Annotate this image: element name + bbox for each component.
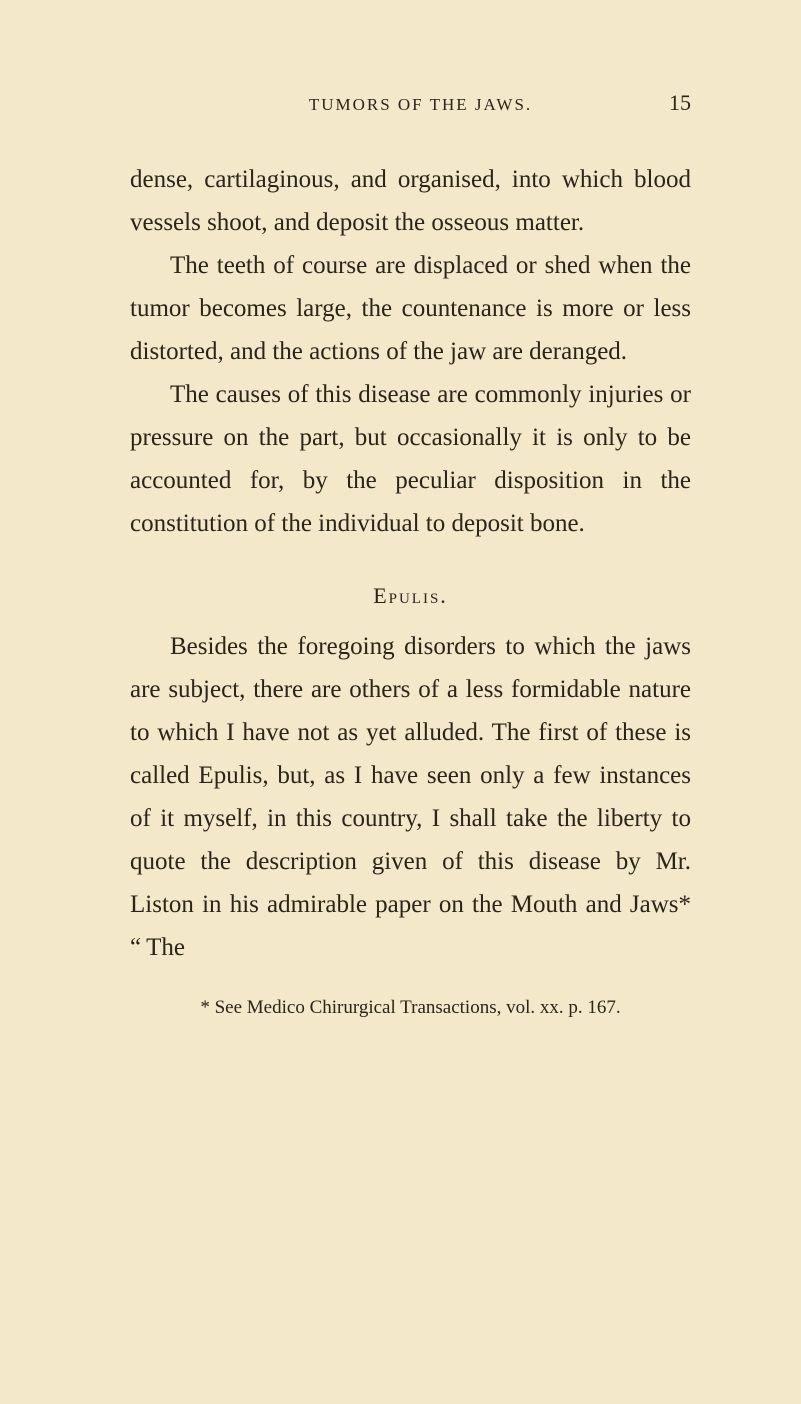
body-text: dense, cartilaginous, and organised, int… <box>130 158 691 969</box>
paragraph-3: The causes of this disease are commonly … <box>130 373 691 545</box>
footnote: * See Medico Chirurgical Transactions, v… <box>130 997 691 1019</box>
paragraph-2: The teeth of course are displaced or she… <box>130 244 691 373</box>
paragraph-1: dense, cartilaginous, and organised, int… <box>130 158 691 244</box>
page-header: TUMORS OF THE JAWS. 15 <box>130 90 691 116</box>
section-heading-epulis: Epulis. <box>130 583 691 609</box>
page-container: TUMORS OF THE JAWS. 15 dense, cartilagin… <box>0 0 801 1079</box>
running-head: TUMORS OF THE JAWS. <box>190 95 651 115</box>
page-number: 15 <box>651 90 691 116</box>
paragraph-4: Besides the foregoing disorders to which… <box>130 625 691 969</box>
